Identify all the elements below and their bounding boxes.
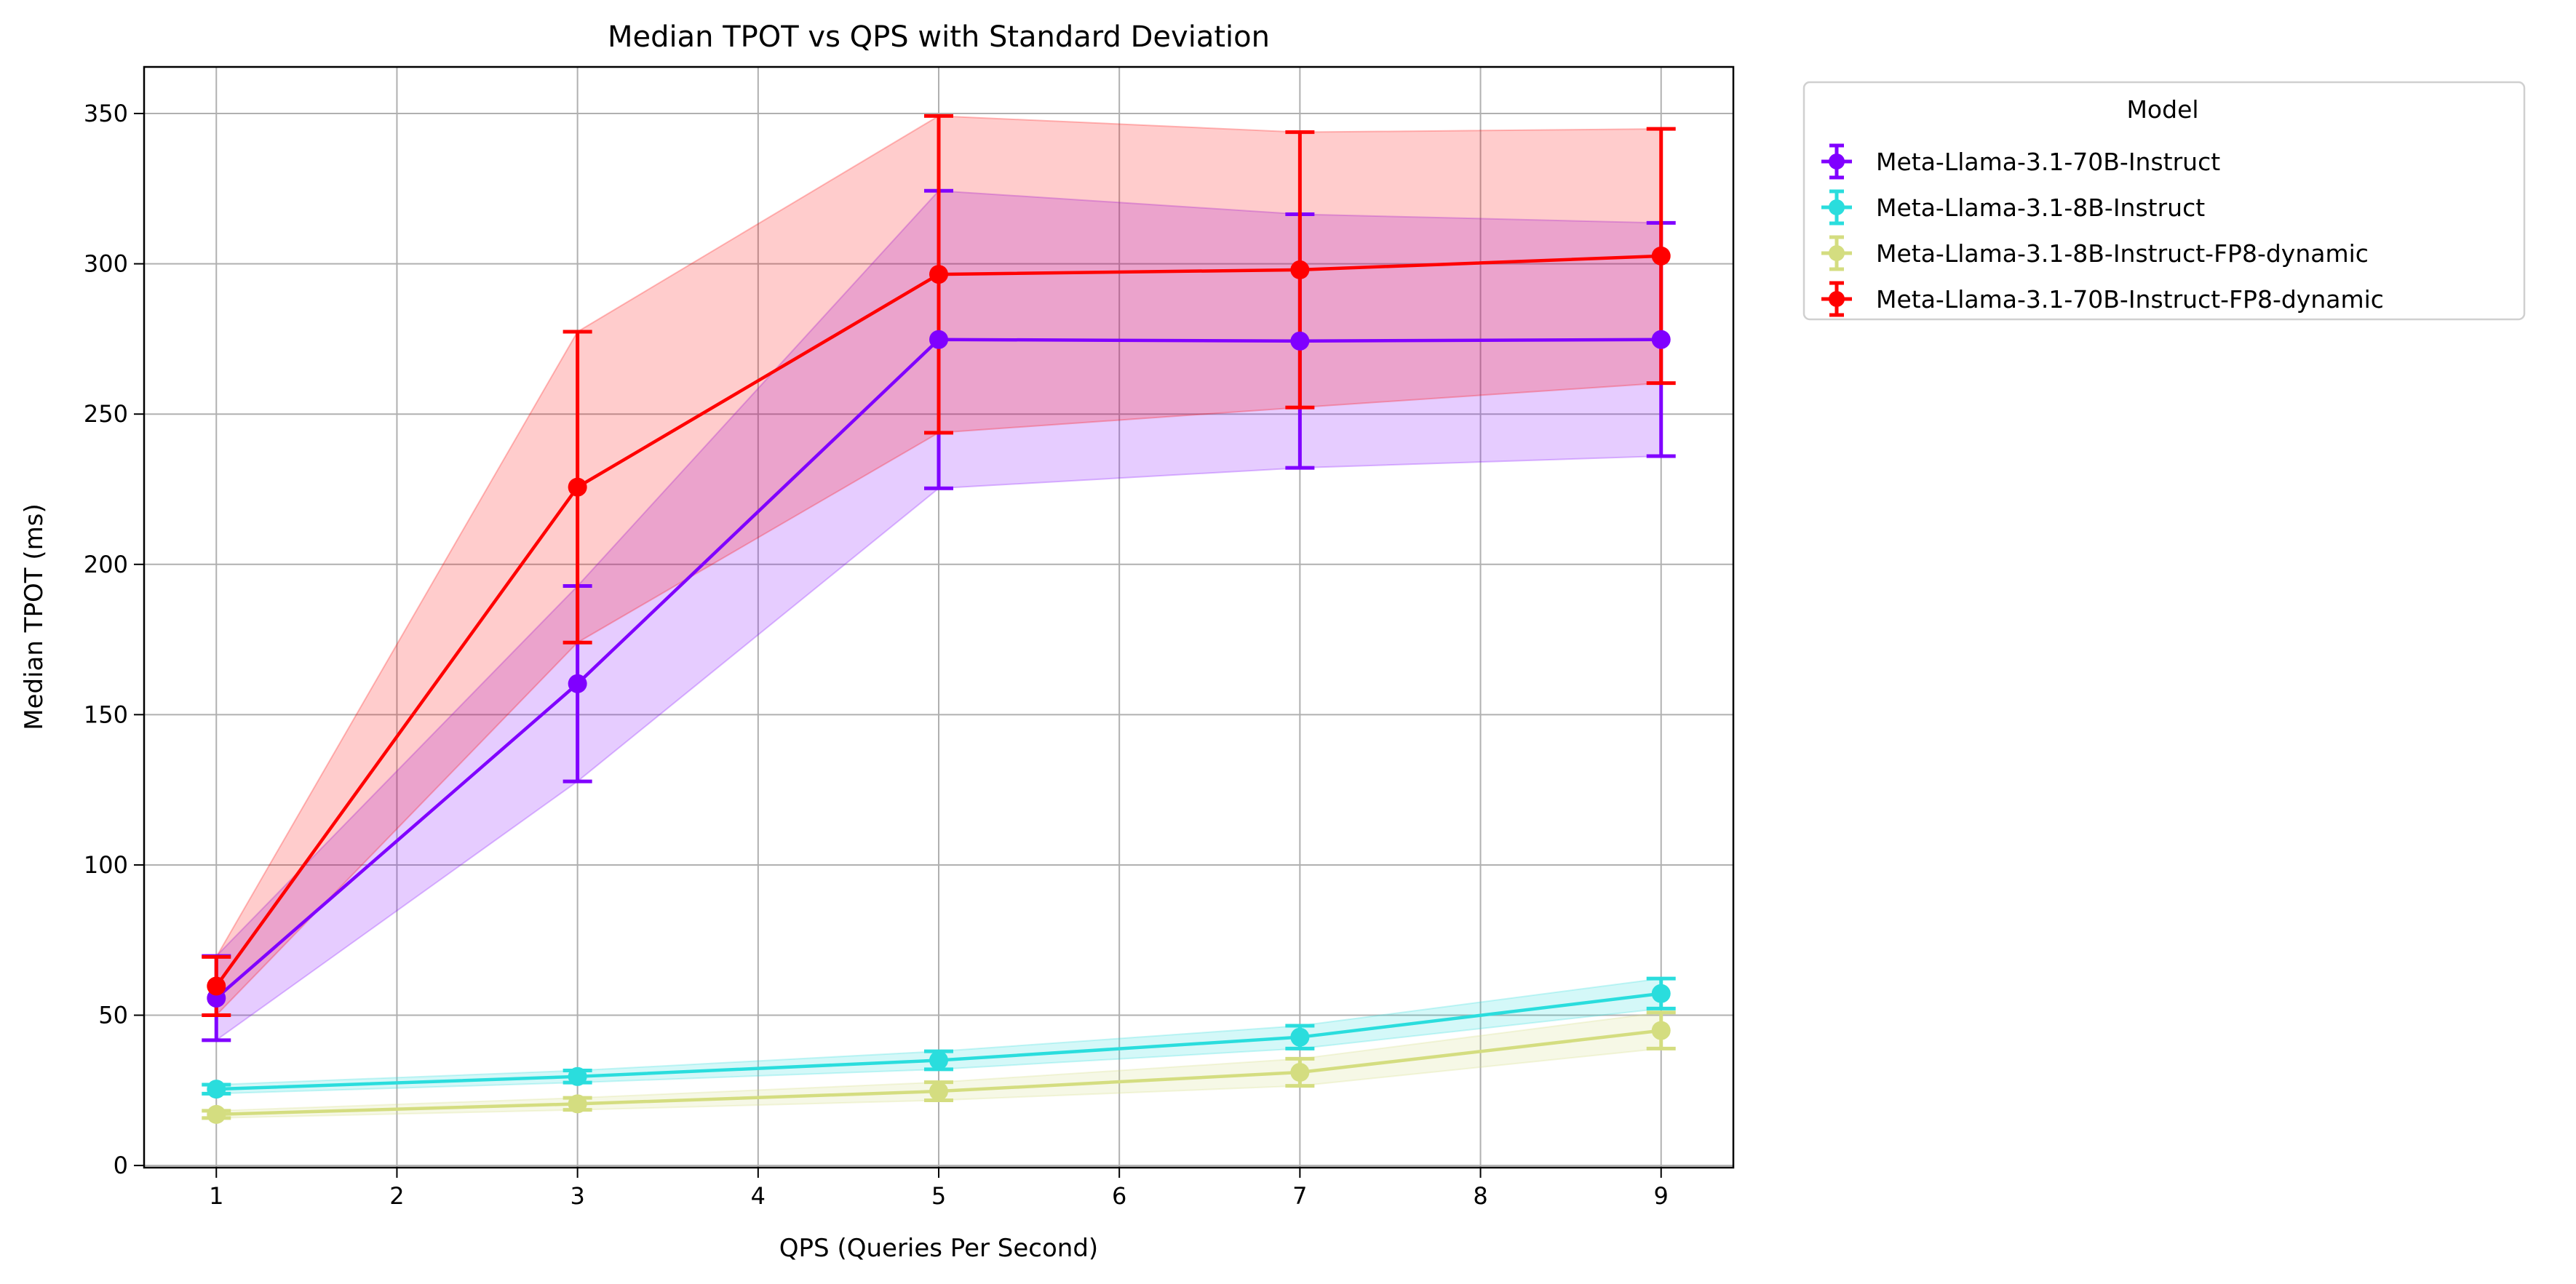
y-ticks: 0 50 100 150 200 250 300 350	[84, 100, 144, 1179]
y-tick-label: 350	[84, 100, 128, 127]
data-point	[568, 1066, 587, 1086]
x-ticks: 1 2 3 4 5 6 7 8 9	[209, 1168, 1669, 1210]
series-lines	[207, 246, 1671, 1124]
data-point	[1290, 260, 1310, 279]
y-tick-label: 150	[84, 701, 128, 728]
data-point	[929, 1082, 948, 1101]
legend-marker	[1829, 153, 1845, 170]
data-point	[1290, 331, 1310, 351]
data-point	[568, 477, 587, 497]
data-point	[1651, 330, 1671, 349]
y-tick-label: 100	[84, 851, 128, 879]
legend-title: Model	[2126, 95, 2198, 124]
legend-box	[1802, 81, 2526, 321]
legend-label: Meta-Llama-3.1-8B-Instruct	[1876, 194, 2205, 222]
y-tick-label: 200	[84, 551, 128, 578]
x-tick-label: 8	[1473, 1182, 1487, 1210]
legend-marker	[1829, 199, 1845, 215]
x-tick-label: 5	[931, 1182, 946, 1210]
x-tick-label: 4	[751, 1182, 766, 1210]
legend-marker	[1829, 245, 1845, 261]
data-point	[1651, 1021, 1671, 1040]
data-point	[929, 1050, 948, 1070]
grid	[144, 67, 1733, 1168]
data-point	[929, 330, 948, 349]
data-point	[207, 1080, 226, 1099]
x-tick-label: 1	[209, 1182, 223, 1210]
legend-label: Meta-Llama-3.1-70B-Instruct-FP8-dynamic	[1876, 285, 2384, 314]
chart-title: Median TPOT vs QPS with Standard Deviati…	[608, 20, 1270, 54]
x-tick-label: 2	[389, 1182, 404, 1210]
data-point	[207, 1104, 226, 1124]
data-point	[1651, 984, 1671, 1003]
y-tick-label: 250	[84, 400, 128, 428]
x-tick-label: 6	[1112, 1182, 1126, 1210]
legend-marker	[1829, 291, 1845, 307]
y-tick-label: 300	[84, 250, 128, 278]
x-tick-label: 3	[570, 1182, 584, 1210]
data-point	[1290, 1027, 1310, 1047]
y-tick-label: 0	[114, 1152, 128, 1179]
x-tick-label: 9	[1654, 1182, 1669, 1210]
x-axis-label: QPS (Queries Per Second)	[779, 1234, 1098, 1263]
data-point	[568, 1094, 587, 1114]
y-tick-label: 50	[98, 1002, 128, 1029]
data-point	[929, 265, 948, 284]
legend-label: Meta-Llama-3.1-8B-Instruct-FP8-dynamic	[1876, 239, 2369, 268]
x-tick-label: 7	[1292, 1182, 1307, 1210]
data-point	[1290, 1063, 1310, 1082]
y-axis-label: Median TPOT (ms)	[20, 503, 49, 730]
data-point	[568, 674, 587, 693]
legend-label: Meta-Llama-3.1-70B-Instruct	[1876, 148, 2220, 176]
data-point	[207, 976, 226, 996]
legend: Model Meta-Llama-3.1-70B-Instruct Meta-Ll…	[1802, 81, 2526, 321]
data-point	[1651, 246, 1671, 266]
